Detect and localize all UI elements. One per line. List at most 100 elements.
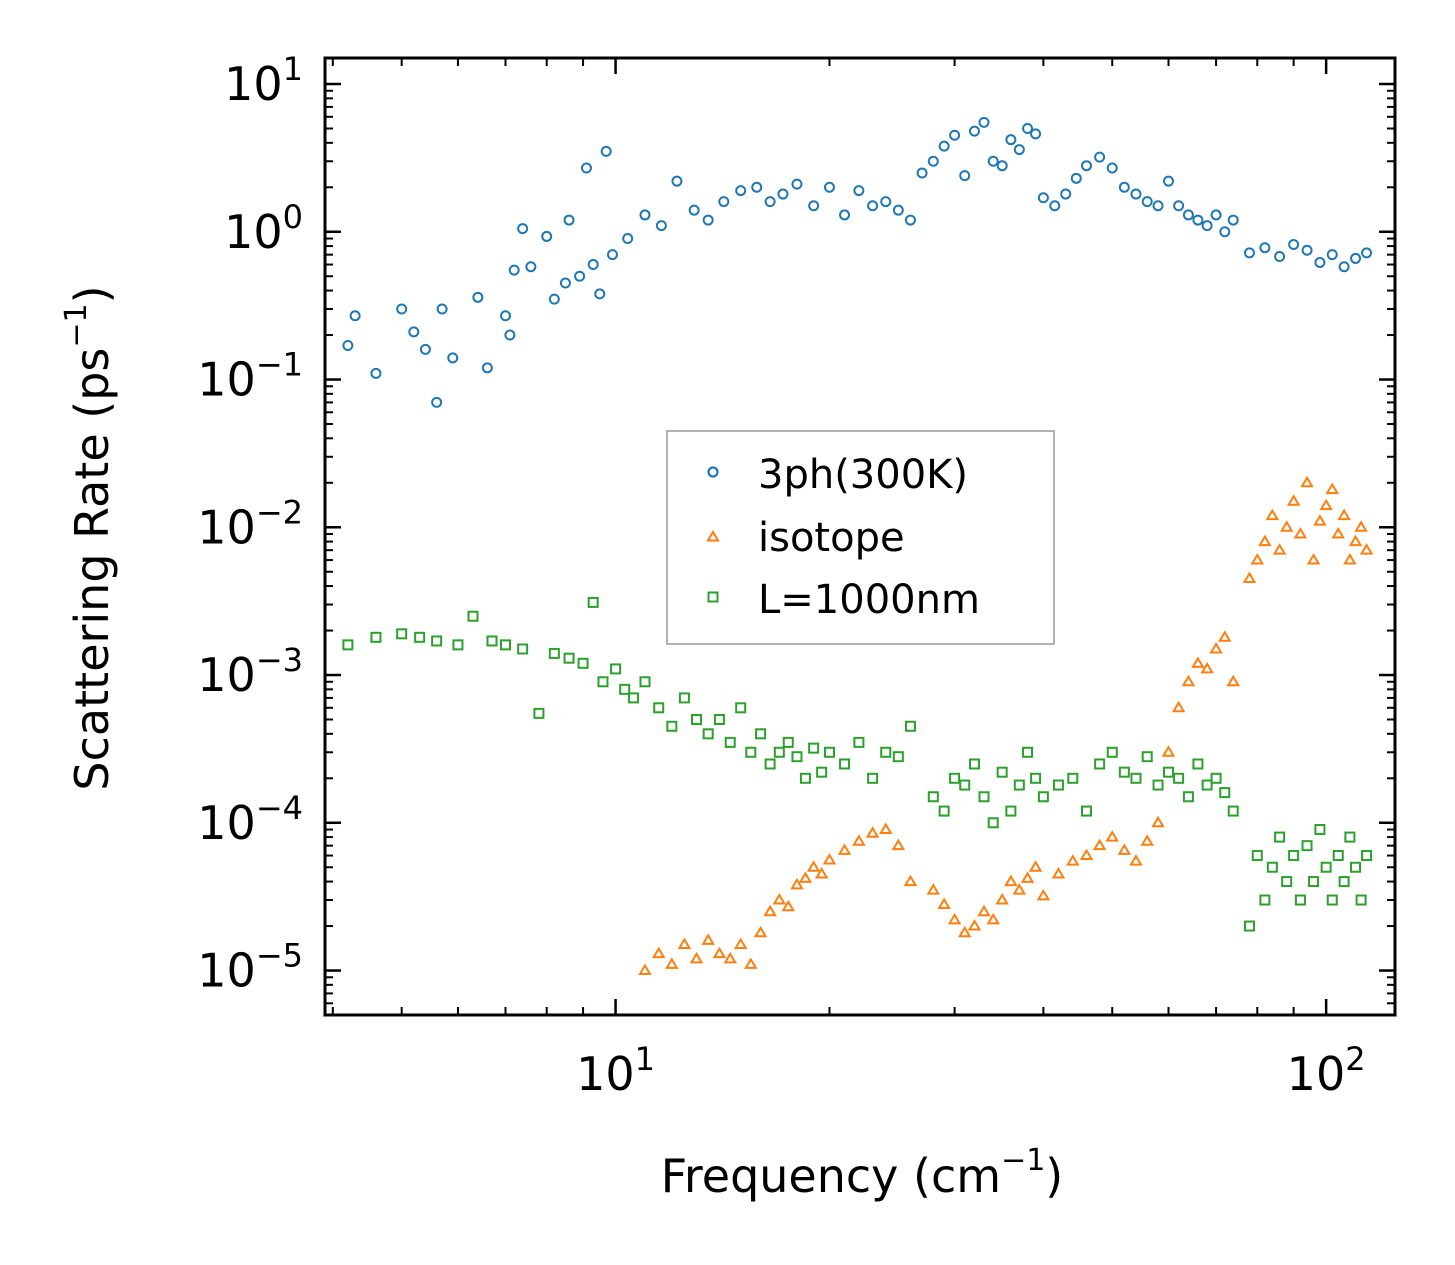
data-point bbox=[1209, 642, 1223, 654]
data-point bbox=[1288, 239, 1300, 251]
data-point bbox=[916, 167, 928, 179]
data-point bbox=[1092, 838, 1107, 851]
data-point bbox=[1067, 772, 1079, 784]
data-point bbox=[764, 196, 776, 208]
data-point bbox=[947, 912, 962, 925]
data-point bbox=[773, 746, 785, 758]
x-tick-label-exp: 2 bbox=[1345, 1040, 1365, 1078]
data-point bbox=[1013, 144, 1025, 156]
data-point bbox=[808, 200, 820, 212]
data-point bbox=[651, 946, 666, 959]
data-point bbox=[619, 683, 631, 695]
data-point bbox=[1361, 247, 1373, 259]
data-point bbox=[541, 230, 553, 242]
data-point bbox=[733, 937, 748, 950]
data-point bbox=[677, 937, 692, 950]
data-point bbox=[1191, 656, 1205, 668]
legend-marker-l1000 bbox=[707, 591, 719, 603]
data-point bbox=[959, 779, 971, 791]
data-point bbox=[349, 310, 361, 322]
y-tick-label: 10−4 bbox=[197, 789, 303, 850]
data-point bbox=[949, 129, 961, 141]
data-point bbox=[735, 185, 747, 197]
data-point bbox=[1326, 894, 1338, 906]
data-point bbox=[678, 692, 690, 704]
data-point bbox=[1265, 508, 1280, 521]
data-point bbox=[577, 657, 589, 669]
data-point bbox=[431, 635, 443, 647]
data-point bbox=[1338, 261, 1350, 273]
plot-frame bbox=[323, 56, 1397, 1017]
data-point bbox=[1020, 871, 1035, 883]
data-point bbox=[718, 196, 730, 208]
data-point bbox=[517, 223, 529, 235]
data-point bbox=[1081, 805, 1093, 817]
data-point bbox=[1259, 894, 1271, 906]
data-point bbox=[481, 362, 493, 374]
data-point bbox=[1004, 874, 1018, 887]
data-point bbox=[639, 209, 651, 221]
data-point bbox=[806, 860, 821, 872]
data-point bbox=[1344, 831, 1356, 843]
data-point bbox=[798, 871, 813, 883]
data-point bbox=[978, 791, 990, 803]
data-point bbox=[1130, 188, 1142, 200]
data-point bbox=[1070, 172, 1082, 184]
data-point bbox=[892, 204, 904, 216]
y-tick-label: 10−1 bbox=[197, 346, 303, 407]
data-point bbox=[1272, 543, 1287, 555]
x-axis-title-main: Frequency (cm bbox=[661, 1149, 1001, 1203]
y-tick-label: 10−5 bbox=[197, 937, 303, 998]
y-tick-label: 10−2 bbox=[197, 493, 303, 554]
data-point bbox=[938, 805, 950, 817]
legend-label-3ph: 3ph(300K) bbox=[758, 452, 968, 498]
data-point bbox=[1173, 200, 1185, 212]
data-point bbox=[1293, 527, 1308, 539]
data-point bbox=[548, 293, 560, 305]
major-ticks bbox=[325, 58, 1395, 1015]
data-point bbox=[755, 728, 767, 740]
data-point bbox=[396, 303, 408, 315]
series-2 bbox=[342, 596, 1373, 932]
data-point bbox=[1152, 200, 1164, 212]
data-point bbox=[1106, 746, 1118, 758]
data-point bbox=[1300, 475, 1314, 488]
data-point bbox=[996, 160, 1008, 172]
legend: 3ph(300K) isotope L=1000nm bbox=[666, 430, 1055, 645]
data-point bbox=[995, 893, 1009, 905]
data-point bbox=[1219, 226, 1231, 238]
x-axis-title: Frequency (cm−1) bbox=[661, 1143, 1064, 1203]
series-0 bbox=[342, 116, 1373, 408]
data-point bbox=[1301, 840, 1313, 852]
y-tick-label-base: 10 bbox=[224, 205, 283, 259]
legend-box bbox=[666, 430, 1055, 645]
data-point bbox=[431, 396, 443, 408]
data-point bbox=[1182, 791, 1194, 803]
data-point bbox=[878, 822, 893, 835]
data-point bbox=[1201, 220, 1213, 232]
data-point bbox=[600, 145, 612, 157]
data-point bbox=[723, 951, 737, 964]
data-point bbox=[1325, 482, 1339, 495]
data-point bbox=[1288, 850, 1300, 862]
data-point bbox=[1251, 850, 1263, 862]
data-point bbox=[1118, 181, 1130, 193]
data-point bbox=[1294, 894, 1306, 906]
data-point bbox=[1079, 848, 1094, 861]
y-tick-label-base: 10 bbox=[197, 944, 256, 998]
data-point bbox=[996, 766, 1008, 778]
data-point bbox=[1005, 134, 1017, 146]
data-point bbox=[1354, 520, 1368, 532]
data-point bbox=[1130, 772, 1142, 784]
data-point bbox=[702, 728, 714, 740]
data-point bbox=[701, 933, 715, 945]
data-point bbox=[967, 919, 982, 931]
y-axis-title-close: ) bbox=[65, 285, 119, 303]
data-point bbox=[1243, 247, 1255, 259]
data-point bbox=[1171, 700, 1186, 713]
data-point bbox=[666, 720, 678, 732]
y-tick-label-base: 10 bbox=[197, 796, 256, 850]
legend-marker-3ph bbox=[707, 466, 719, 478]
data-point bbox=[1037, 192, 1049, 204]
data-point bbox=[1350, 252, 1362, 264]
